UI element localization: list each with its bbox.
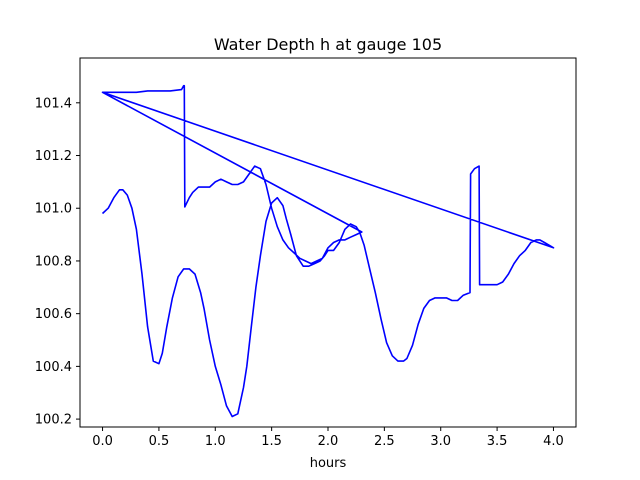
y-tick-label: 100.6 (35, 307, 72, 322)
x-tick-label: 2.0 (318, 434, 339, 449)
x-tick-label: 4.0 (543, 434, 564, 449)
y-tick-label: 100.8 (35, 254, 72, 269)
x-axis-label: hours (310, 456, 347, 471)
y-tick-label: 101.0 (35, 202, 72, 217)
y-tick-label: 100.2 (35, 413, 72, 428)
x-tick-label: 0.0 (92, 434, 113, 449)
chart-title: Water Depth h at gauge 105 (214, 35, 442, 54)
x-tick-label: 3.5 (487, 434, 508, 449)
plot-area (101, 84, 555, 418)
series-line-0 (101, 84, 555, 418)
x-axis-ticks: 0.0 0.5 1.0 1.5 2.0 2.5 3.0 3.5 4.0 (92, 427, 564, 449)
y-axis-ticks: 100.2 100.4 100.6 100.8 101.0 101.2 101.4 (35, 96, 80, 428)
x-tick-label: 2.5 (374, 434, 395, 449)
x-tick-label: 1.0 (205, 434, 226, 449)
x-tick-label: 0.5 (149, 434, 170, 449)
y-tick-label: 101.4 (35, 96, 72, 111)
y-tick-label: 101.2 (35, 149, 72, 164)
x-tick-label: 3.0 (430, 434, 451, 449)
y-tick-label: 100.4 (35, 360, 72, 375)
x-tick-label: 1.5 (261, 434, 282, 449)
